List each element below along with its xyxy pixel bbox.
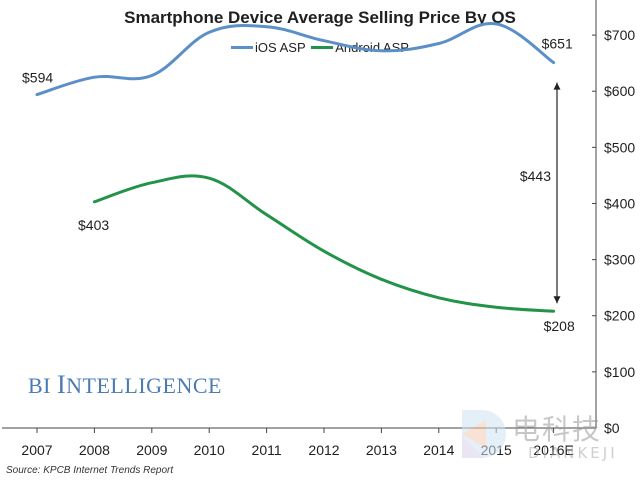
annotation-layer: $594 $651 $403 $208 $443 [22,36,575,335]
gap-arrow-head-top [553,82,561,90]
y-tick-label: $300 [604,252,635,268]
x-tick-label: 2010 [194,442,225,458]
watermark-logo-icon [462,410,506,458]
legend-label-ios: iOS ASP [255,40,306,55]
y-tick-label: $600 [604,83,635,99]
label-ios-start: $594 [22,70,53,86]
brand-initials: BI [28,373,51,398]
x-tick-label: 2013 [366,442,397,458]
y-tick-label: $700 [604,27,635,43]
label-android-end: $208 [544,318,575,334]
x-tick-label: 2014 [423,442,454,458]
brand-word-rest: NTELLIGENCE [66,373,222,398]
y-tick-label: $200 [604,308,635,324]
legend-item-ios: iOS ASP [231,40,306,55]
watermark-text-en: DIANKEJI [528,444,618,462]
label-ios-end: $651 [542,36,573,52]
y-tick-label: $400 [604,195,635,211]
series-line-ios-asp [35,21,556,97]
brand-word-first: I [57,370,67,399]
y-tick-label: $0 [604,420,620,436]
series-line-android-asp [92,174,556,313]
x-tick-label: 2008 [79,442,110,458]
source-note: Source: KPCB Internet Trends Report [6,465,174,476]
axis-layer: $0$100$200$300$400$500$600$700$800200720… [2,0,635,458]
x-tick-label: 2011 [252,442,282,458]
gap-arrow-head-bottom [553,296,561,304]
legend-swatch-ios [231,46,254,49]
x-tick-label: 2016E [533,442,573,458]
x-tick-label: 2012 [308,442,339,458]
watermark-text-cn: 电科技 [512,413,603,446]
legend-swatch-android [311,46,334,49]
chart-title: Smartphone Device Average Selling Price … [124,8,516,27]
x-tick-label: 2009 [136,442,167,458]
y-tick-label: $500 [604,139,635,155]
series-layer [35,21,556,313]
label-gap: $443 [520,168,551,184]
y-tick-label: $100 [604,364,635,380]
bi-intelligence-logo: BI INTELLIGENCE [28,370,222,400]
x-tick-label: 2007 [21,442,52,458]
label-android-start: $403 [78,217,109,233]
watermark: 电科技 DIANKEJI [458,406,638,468]
